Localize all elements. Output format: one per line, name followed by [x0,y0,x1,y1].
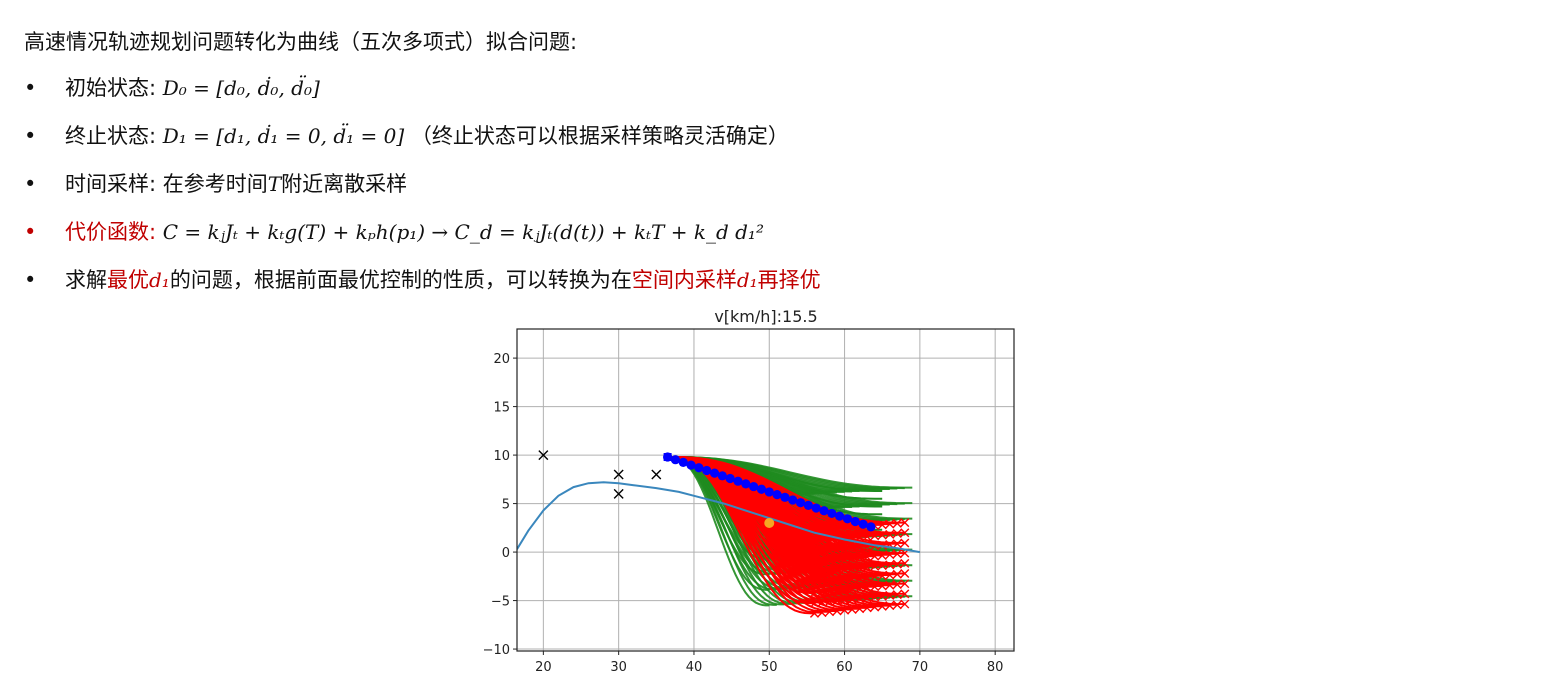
bullet-dot: • [24,76,37,100]
blue-point [819,506,829,516]
blue-point [725,473,735,484]
blue-point [670,455,681,465]
bullet-label: 初始状态: [65,76,157,100]
blue-point [780,492,790,502]
solve-text: 的问题，根据前面最优控制的性质，可以转换为在 [169,268,632,292]
axes: 20 30 40 50 60 70 80 −10 −5 0 5 10 15 20 [483,328,1015,675]
plot-frame [516,328,1015,652]
obstacle-marker [651,469,662,480]
x-tick-label: 60 [836,660,853,675]
blue-point [827,508,837,519]
red-end-marker [900,579,910,589]
y-tick-label: 10 [493,449,510,464]
x-tick-label: 50 [761,660,778,675]
terminal-state-note: （终止状态可以根据采样策略灵活确定） [410,124,789,148]
obstacle-marker [538,450,549,461]
x-tick-label: 70 [912,660,929,675]
blue-point [756,484,767,494]
blue-point [694,463,704,473]
blue-point [772,490,782,500]
blue-point [686,460,696,470]
blue-point [811,503,821,513]
red-end-marker [900,589,910,599]
plot-title: v[km/h]:15.5 [714,307,817,326]
start-point [663,453,672,462]
blue-point [842,514,853,524]
x-tick-label: 40 [686,660,703,675]
blue-point [795,498,806,508]
blue-point [858,519,868,529]
solve-symbol: d₁ [149,268,170,292]
blue-point [709,468,720,478]
blue-point [866,522,876,532]
obstacle-marker [613,488,624,499]
initial-state-formula: D₀ = [d₀, ḋ₀, d̈₀] [162,76,320,100]
red-end-marker [900,558,910,568]
red-end-marker [900,538,910,548]
reference-path [517,481,921,554]
blue-point [764,487,774,497]
y-tick-label: 20 [493,352,510,367]
reference-path-line [517,481,921,554]
red-end-marker [900,528,910,538]
bullet-dot: • [24,220,37,244]
cost-function-formula: C = kⱼJₜ + kₜg(T) + kₚh(p₁) → C_d = kⱼJₜ… [162,220,764,244]
obstacle-marker [613,469,624,480]
markers [538,450,775,528]
red-end-marker [900,599,910,609]
x-tick-label: 20 [535,660,552,675]
time-sampling-pre: 在参考时间 [162,172,268,196]
bullet-label: 代价函数: [65,220,157,244]
x-tick-label: 80 [987,660,1004,675]
plot-area [517,450,921,618]
solve-highlight: 再择优 [757,268,821,292]
x-tick-label: 30 [610,660,627,675]
red-end-marker [900,569,910,579]
bullet-label: 时间采样: [65,172,157,196]
blue-point [741,479,751,489]
time-sampling-suffix: 附近离散采样 [281,172,408,196]
solve-highlight: 空间内采样 [631,268,737,292]
y-tick-label: 5 [502,498,510,513]
page-title: 高速情况轨迹规划问题转化为曲线（五次多项式）拟合问题: [24,30,578,54]
bullet-dot: • [24,172,37,196]
y-tick-label: −5 [491,595,510,610]
red-end-marker [900,518,910,528]
solve-symbol: d₁ [736,268,758,292]
blue-point [702,465,712,476]
time-symbol: T [267,172,282,196]
blue-point [835,511,845,521]
y-tick-label: 0 [502,546,510,561]
blue-point [678,457,688,467]
blue-point [850,516,860,527]
grid [517,329,1014,651]
y-tick-label: 15 [493,401,510,416]
goal-point [764,517,775,528]
bullet-label: 终止状态: [65,124,157,148]
blue-point [733,476,743,486]
blue-point [788,495,798,505]
solve-text: 求解 [65,268,107,292]
y-tick-label: −10 [483,643,510,658]
blue-point [717,471,727,481]
blue-point [803,500,813,510]
blue-point [749,481,759,492]
trajectory-plot: v[km/h]:15.5 20 30 40 50 60 70 80 −10 −5 0 5 10 15 20 [483,307,1015,675]
bullet-dot: • [24,124,37,148]
bullet-dot: • [24,268,37,292]
terminal-state-formula: D₁ = [d₁, ḋ₁ = 0, d̈₁ = 0] [162,124,405,148]
solve-highlight: 最优 [107,268,149,292]
